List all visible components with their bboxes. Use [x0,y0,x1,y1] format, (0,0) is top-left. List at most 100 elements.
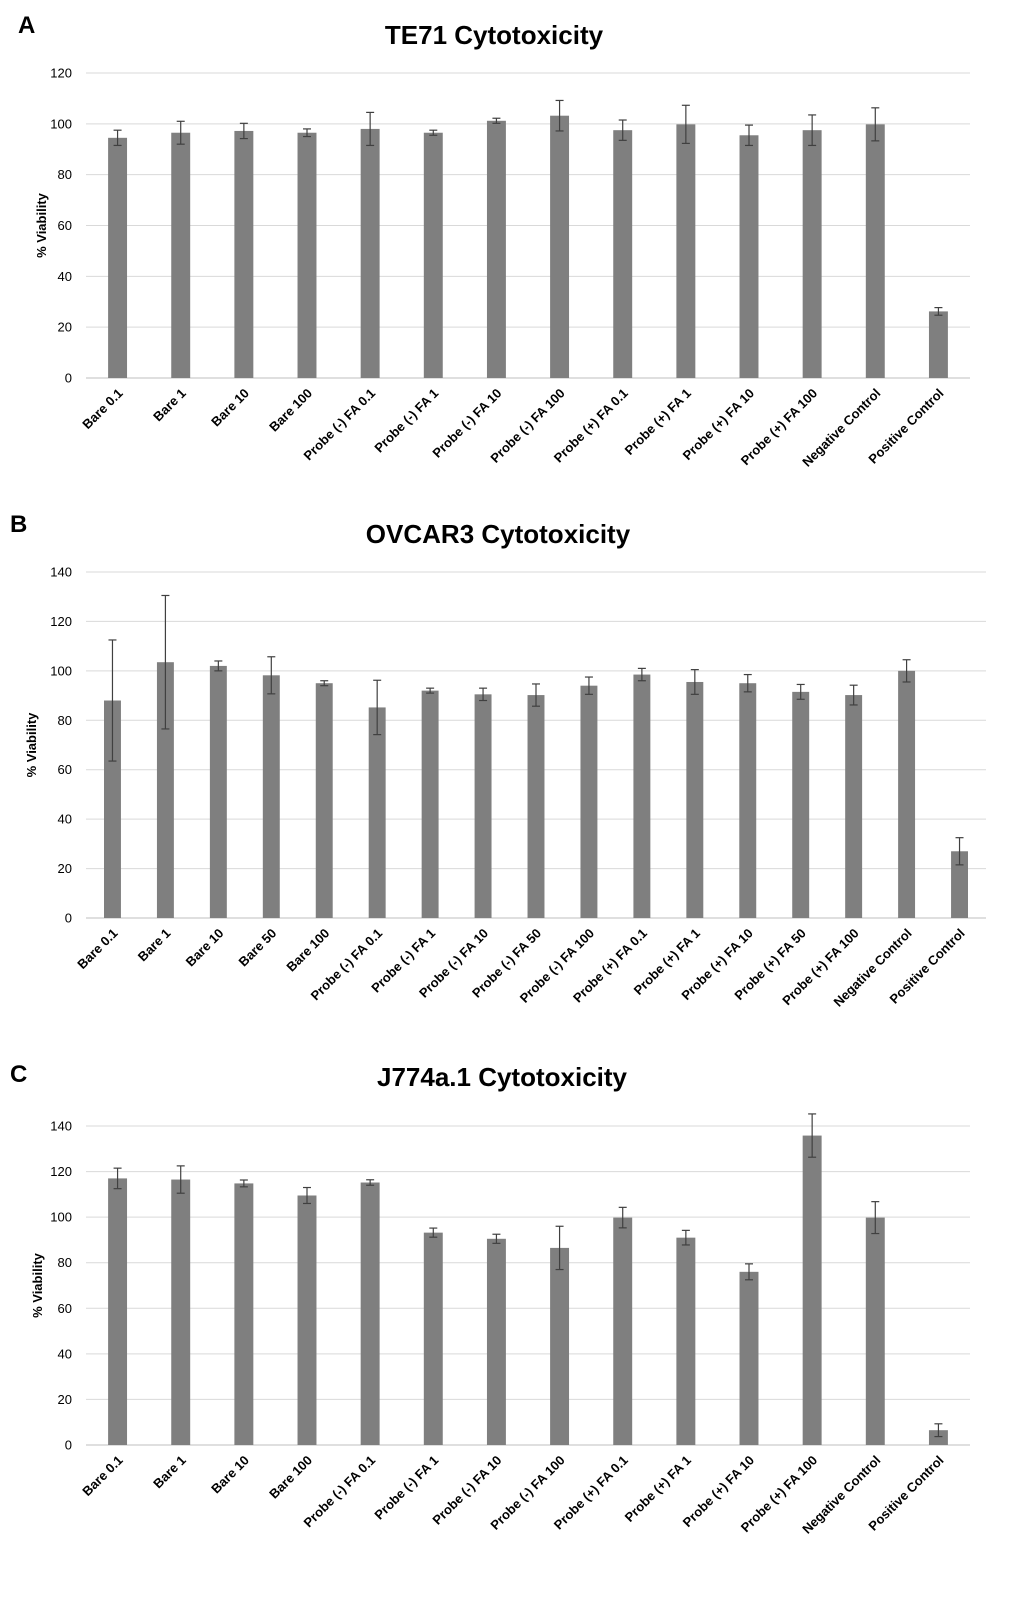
bar [633,674,651,918]
x-tick-label: Probe (-) FA 1 [371,386,441,456]
chart-title: TE71 Cytotoxicity [385,20,604,50]
error-bar [690,669,699,695]
error-bar [871,1201,880,1235]
error-bar [303,1186,311,1205]
error-bar [161,594,170,730]
bar [421,690,439,918]
x-tick-label: Bare 1 [150,1453,189,1492]
error-bar [934,306,943,316]
x-tick-label: Bare 1 [135,926,174,965]
y-tick-label: 20 [58,320,72,335]
bar [865,124,885,378]
error-bar [955,837,964,866]
error-bar [745,1263,753,1281]
bar [297,1195,317,1445]
bar [297,132,317,378]
error-bar [808,1113,817,1158]
bar [171,1179,191,1445]
bar [527,695,545,918]
x-tick-label: Bare 10 [208,1453,252,1497]
y-tick-label: 140 [50,1119,72,1134]
panel-letter: C [10,1061,27,1088]
y-tick-label: 80 [58,1255,72,1270]
y-tick-label: 80 [58,167,72,182]
bar [209,665,227,918]
x-tick-label: Bare 10 [183,926,227,970]
bar [792,691,810,918]
bar [676,124,696,378]
y-tick-label: 120 [50,1164,72,1179]
error-bar [555,1225,564,1271]
bar [676,1237,696,1445]
y-axis-label: % Viability [24,712,39,778]
bar [423,1232,443,1445]
x-tick-label: Bare 0.1 [79,1453,125,1499]
bar [234,130,254,378]
error-bar [871,107,880,142]
y-tick-label: 60 [58,218,72,233]
error-bar [584,676,593,695]
bar [156,662,174,918]
y-tick-label: 20 [58,861,72,876]
error-bar [366,111,375,147]
error-bar [796,683,805,700]
bar [951,851,968,918]
y-tick-label: 120 [50,614,72,629]
bar [360,1182,380,1445]
error-bar [303,128,311,138]
bar [865,1217,885,1445]
x-tick-label: Bare 100 [266,1453,315,1502]
error-bar [532,683,540,707]
bar [739,683,757,918]
error-bar [618,1206,627,1229]
bar [686,681,704,918]
x-tick-label: Bare 100 [283,926,332,975]
bar [613,1217,633,1445]
bar [802,1135,822,1445]
x-tick-label: Bare 0.1 [74,926,120,972]
x-tick-label: Probe (+) FA 1 [622,1453,694,1525]
error-bar [743,673,752,693]
bar [234,1183,254,1445]
bar [486,1238,506,1445]
error-bar [637,667,646,682]
x-tick-label: Bare 50 [236,926,280,970]
error-bar [113,129,122,147]
error-bar [492,117,501,124]
chart-panel-b: B OVCAR3 Cytotoxicity 0 20 40 60 80 100 120 140 % … [10,511,986,1010]
bar [898,670,916,918]
bar [315,683,333,918]
error-bar [267,656,276,695]
x-tick-label: Bare 10 [208,386,252,430]
bar [928,311,948,378]
bar [739,135,759,378]
error-bar [176,120,185,145]
error-bar [426,687,435,694]
error-bar [239,122,248,140]
panel-letter: A [18,12,35,39]
bar [550,1247,570,1445]
y-tick-label: 60 [58,1301,72,1316]
bar [845,695,863,918]
y-tick-label: 100 [50,116,72,131]
y-tick-label: 80 [58,713,72,728]
y-tick-label: 40 [58,269,72,284]
error-bar [429,1227,438,1238]
bar [104,700,121,918]
bar [580,685,598,918]
bar [262,675,280,918]
error-bar [934,1423,943,1438]
bar [802,130,822,378]
error-bar [849,684,858,706]
x-tick-label: Probe (-) FA 1 [371,1453,441,1523]
y-tick-label: 0 [65,1438,72,1453]
y-tick-label: 100 [50,1210,72,1225]
error-bar [429,129,438,136]
bar [613,130,633,378]
error-bar [239,1179,248,1188]
y-tick-label: 100 [50,663,72,678]
panel-letter: B [10,511,27,538]
error-bar [373,679,382,736]
bar [474,694,492,918]
